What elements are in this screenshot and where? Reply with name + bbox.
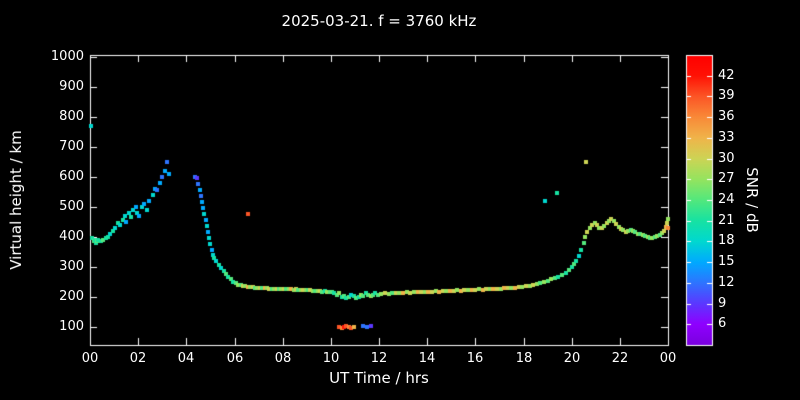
x-tick-label: 08 <box>274 351 292 366</box>
y-tick-label: 300 <box>59 259 84 274</box>
colorbar-tick-label: 36 <box>718 109 735 124</box>
x-tick-label: 22 <box>611 351 629 366</box>
colorbar-tick-label: 9 <box>718 296 727 311</box>
colorbar-tick-label: 6 <box>718 316 727 331</box>
y-tick-label: 400 <box>59 229 84 244</box>
colorbar-tick-label: 15 <box>718 254 735 269</box>
y-tick-label: 200 <box>59 289 84 304</box>
y-tick-label: 700 <box>59 139 84 154</box>
x-tick-label: 16 <box>466 351 484 366</box>
y-tick-label: 900 <box>59 79 84 94</box>
y-tick-label: 1000 <box>50 49 84 64</box>
colorbar-tick-label: 30 <box>718 151 735 166</box>
x-axis-label: UT Time / hrs <box>329 369 429 387</box>
x-tick-label: 04 <box>177 351 195 366</box>
colorbar-tick-label: 21 <box>718 213 735 228</box>
colorbar-tick-label: 27 <box>718 171 735 186</box>
colorbar-tick-label: 18 <box>718 233 735 248</box>
colorbar-tick-label: 39 <box>718 88 735 103</box>
x-tick-label: 20 <box>563 351 581 366</box>
x-tick-label: 18 <box>515 351 533 366</box>
x-tick-label: 00 <box>659 351 677 366</box>
y-tick-label: 500 <box>59 199 84 214</box>
y-tick-label: 100 <box>59 319 84 334</box>
x-tick-label: 06 <box>226 351 244 366</box>
y-axis-label: Virtual height / km <box>7 130 25 270</box>
colorbar-tick-label: 42 <box>718 68 735 83</box>
x-tick-label: 14 <box>418 351 436 366</box>
colorbar-tick-label: 24 <box>718 192 735 207</box>
y-tick-label: 800 <box>59 109 84 124</box>
chart-title: 2025-03-21. f = 3760 kHz <box>281 12 477 30</box>
x-tick-label: 12 <box>370 351 388 366</box>
colorbar-tick-label: 33 <box>718 130 735 145</box>
colorbar-tick-label: 12 <box>718 275 735 290</box>
x-tick-label: 02 <box>129 351 147 366</box>
x-tick-label: 10 <box>322 351 340 366</box>
x-tick-label: 00 <box>81 351 99 366</box>
y-tick-label: 600 <box>59 169 84 184</box>
